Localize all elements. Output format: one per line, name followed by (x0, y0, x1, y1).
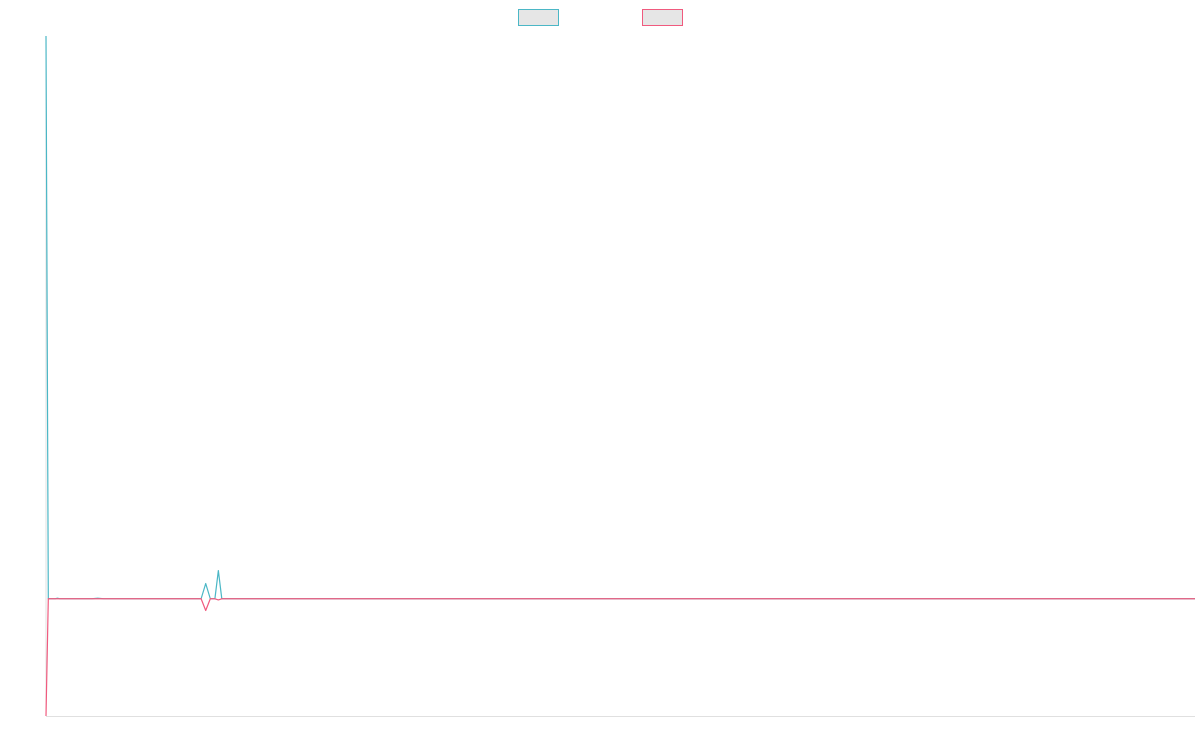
series-line-1 (45, 35, 1195, 600)
series-layer (45, 35, 1195, 717)
axes (45, 36, 1195, 717)
series-line-2 (45, 598, 1195, 717)
legend-swatch-2[interactable] (642, 9, 683, 26)
legend (518, 9, 683, 26)
legend-swatch-1[interactable] (518, 9, 559, 26)
